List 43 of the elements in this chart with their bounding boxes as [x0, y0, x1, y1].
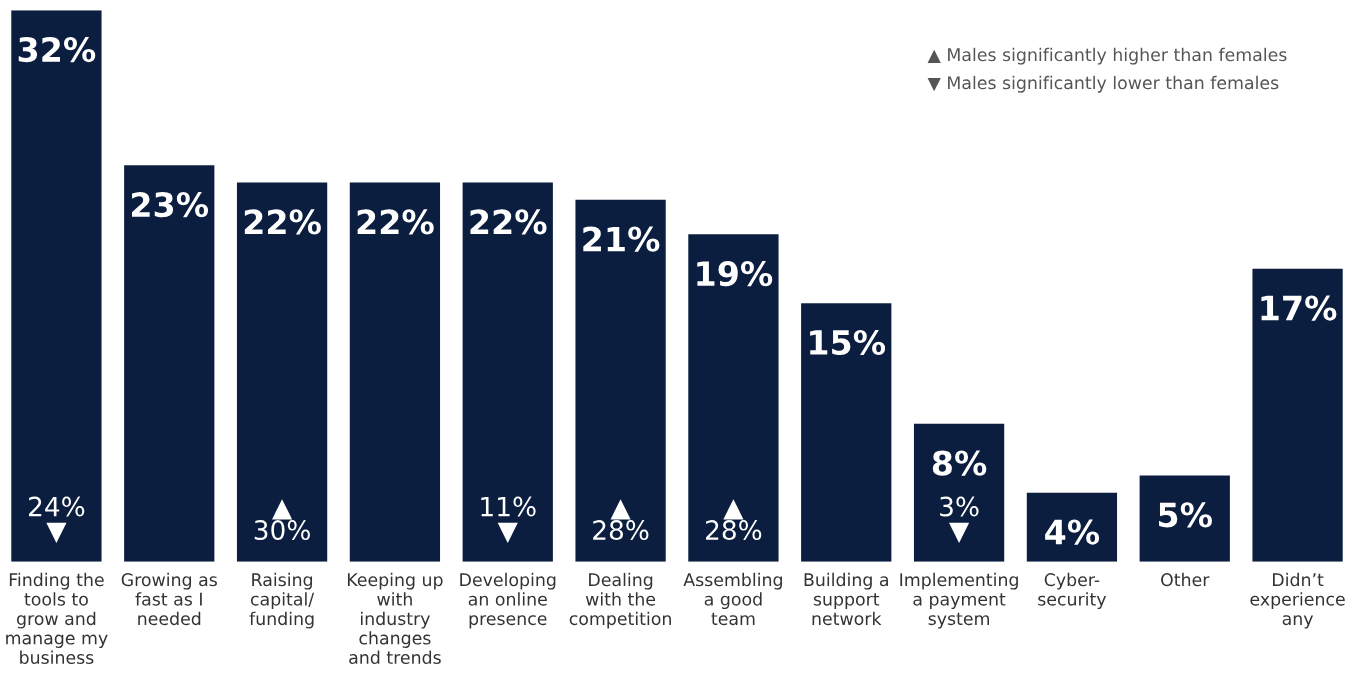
x-tick-label: Other [1161, 572, 1210, 587]
data-label: 17% [1261, 295, 1337, 321]
annotation: ▲ Males significantly higher than females [927, 47, 1287, 65]
annotation: 24% ▼ [29, 496, 85, 543]
x-tick-label: Assembling a good team [683, 572, 782, 626]
bar [1252, 268, 1343, 562]
x-tick-label: Developing an online presence [460, 572, 556, 629]
data-label: 4% [1045, 519, 1100, 545]
bar [801, 303, 892, 562]
data-label: 5% [1159, 502, 1212, 528]
data-label: 22% [357, 209, 434, 235]
x-tick-label: Raising capital/ funding [249, 572, 315, 629]
x-tick-label: Didn’t experience any [1250, 572, 1345, 629]
bar [913, 423, 1005, 562]
data-label: 32% [18, 36, 96, 63]
bar [688, 234, 779, 562]
data-label: 8% [932, 450, 987, 476]
x-tick-label: Implementing a payment system [900, 572, 1018, 629]
x-tick-label: Dealing with the competition [569, 572, 671, 629]
annotation: ▲ 28% [593, 499, 649, 541]
x-tick-label: Keeping up with industry changes and trends [347, 572, 443, 665]
data-label: 19% [697, 260, 773, 287]
data-label: 23% [131, 192, 209, 218]
annotation: ▲ 28% [706, 499, 762, 541]
x-tick-label: Finding the tools to grow and manage my business [6, 572, 108, 665]
x-tick-label: Growing as fast as I needed [121, 572, 217, 626]
bar [236, 182, 328, 562]
data-label: 22% [470, 209, 547, 235]
annotation: ▼ Males significantly lower than females [927, 75, 1279, 93]
bar [11, 10, 102, 562]
bar [349, 182, 441, 562]
bar [124, 165, 215, 562]
data-label: 15% [810, 329, 886, 356]
x-tick-label: Building a support network [804, 572, 888, 626]
data-label: 21% [583, 226, 660, 252]
data-label: 22% [244, 209, 321, 235]
annotation: 11% ▼ [481, 496, 536, 543]
bar [462, 182, 553, 562]
annotation: ▲ 30% [254, 499, 310, 541]
bar [1139, 475, 1230, 562]
bar [575, 199, 666, 562]
annotation: 3% ▼ [940, 496, 979, 543]
x-tick-label: Cyber- security [1038, 572, 1107, 610]
